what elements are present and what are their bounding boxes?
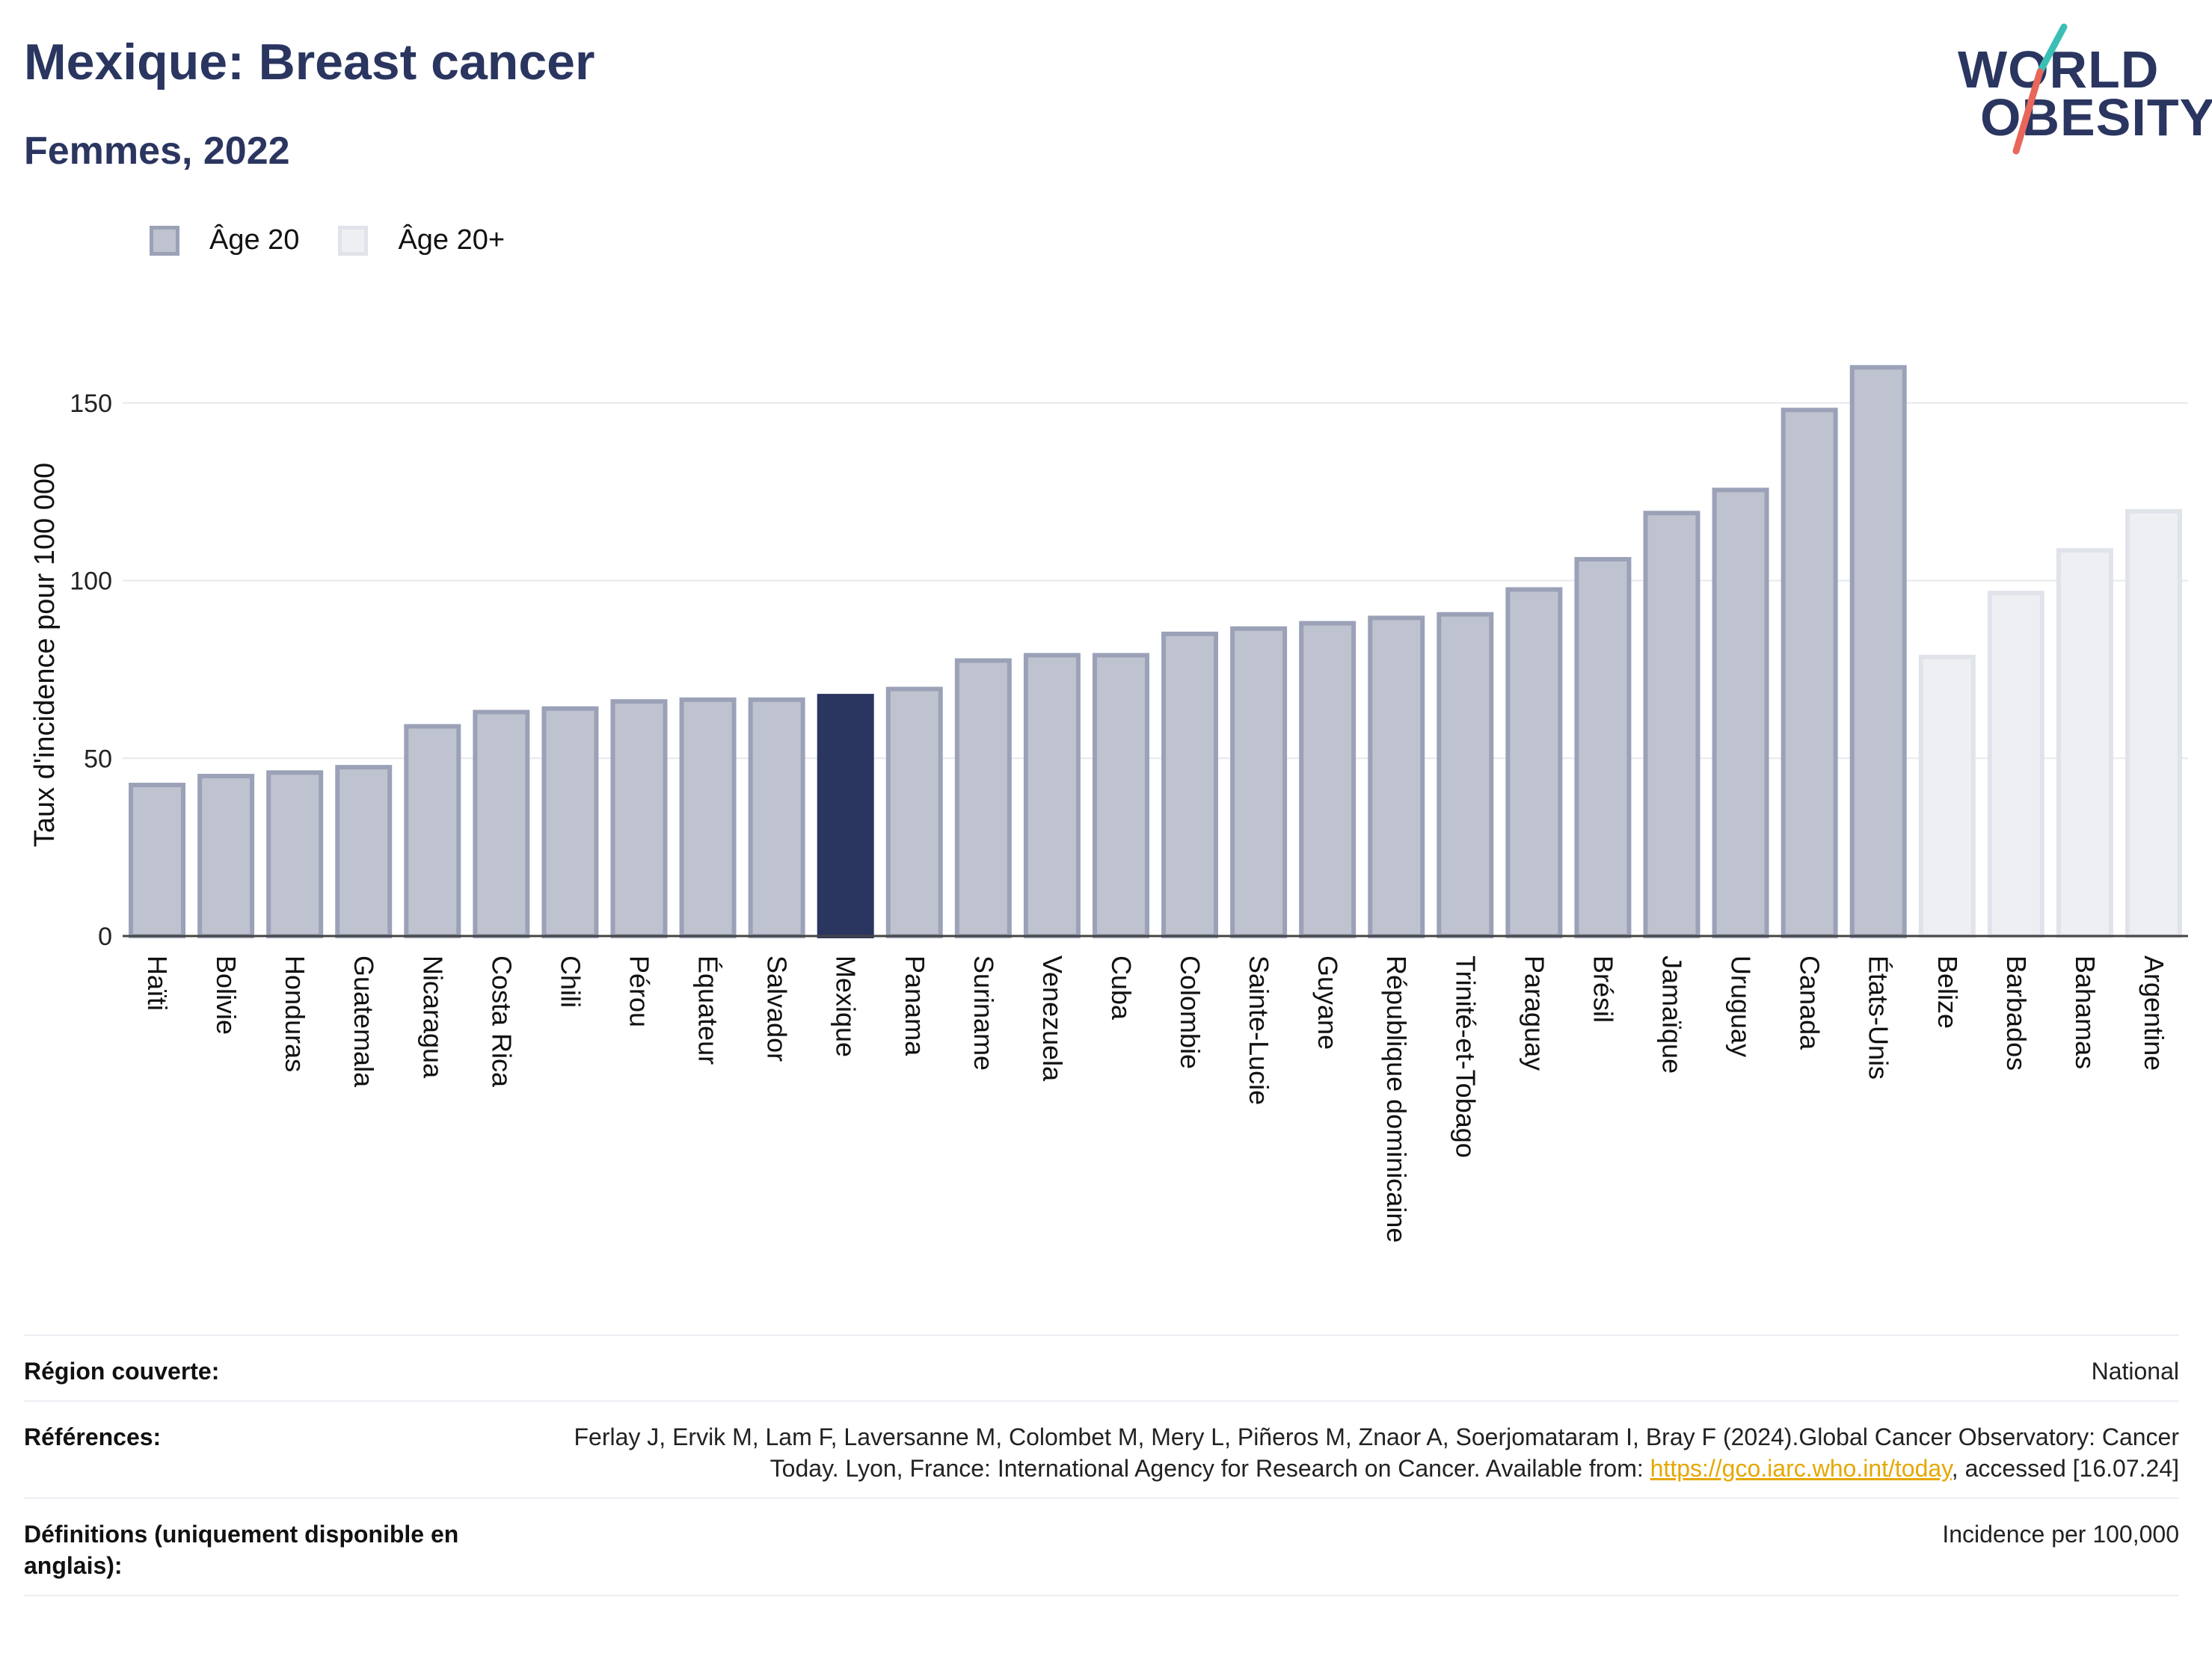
x-tick-label: Panama (900, 955, 930, 1056)
chart-title: Mexique: Breast cancer (24, 34, 595, 90)
references-text-2: , accessed [16.07.24] (1951, 1455, 2179, 1482)
bar (2125, 508, 2182, 938)
bar (473, 710, 530, 938)
bar (1918, 654, 1976, 938)
bar (1161, 631, 1219, 939)
bar (1643, 511, 1701, 938)
definitions-value: Incidence per 100,000 (1942, 1521, 2179, 1548)
x-tick-label: Belize (1932, 955, 1963, 1029)
x-tick-label: Costa Rica (486, 955, 517, 1088)
x-tick-label: Bahamas (2070, 955, 2101, 1069)
chart-legend: Âge 20 Âge 20+ (150, 224, 544, 256)
y-tick-label: 150 (70, 390, 112, 418)
x-tick-label: Paraguay (1519, 955, 1549, 1071)
references-label: Références: (24, 1423, 162, 1450)
bar (1574, 557, 1632, 938)
x-tick-label: Uruguay (1726, 955, 1757, 1057)
footer-row-region: Région couverte: National (24, 1336, 2179, 1402)
region-value: National (2091, 1358, 2179, 1385)
bar (817, 694, 874, 938)
bar (1092, 653, 1149, 938)
x-tick-label: Bolivie (211, 955, 242, 1035)
x-tick-label: Honduras (280, 955, 310, 1072)
x-tick-label: Brésil (1588, 955, 1618, 1023)
references-link[interactable]: https://gco.iarc.who.int/today (1650, 1455, 1952, 1482)
y-tick-label: 0 (98, 923, 112, 951)
x-tick-label: Chili (555, 955, 586, 1008)
x-tick-label: Nicaragua (417, 955, 448, 1079)
bar (335, 765, 393, 938)
y-tick-label: 50 (84, 745, 112, 773)
x-tick-label: États-Unis (1864, 955, 1894, 1080)
definitions-label: Définitions (uniquement disponible en an… (24, 1521, 459, 1579)
x-tick-label: Suriname (968, 955, 999, 1071)
bar (129, 782, 186, 939)
chart-subtitle: Femmes, 2022 (24, 129, 290, 173)
legend-swatch-age20plus (338, 225, 369, 256)
legend-item-age20[interactable]: Âge 20 (150, 224, 299, 256)
references-value: Ferlay J, Ervik M, Lam F, Laversanne M, … (532, 1421, 2179, 1484)
legend-item-age20plus[interactable]: Âge 20+ (338, 224, 505, 256)
bar (610, 699, 668, 939)
y-axis-label: Taux d'incidence pour 100 000 (29, 463, 61, 847)
x-tick-label: Venezuela (1037, 955, 1068, 1082)
y-tick-label: 100 (70, 567, 112, 596)
bar (404, 724, 461, 938)
references-text-1: Ferlay J, Ervik M, Lam F, Laversanne M, … (574, 1423, 2179, 1482)
bar (954, 658, 1012, 938)
bar (748, 697, 805, 939)
x-tick-label: Guyane (1312, 955, 1343, 1050)
x-tick-label: Jamaïque (1657, 955, 1688, 1074)
bar (1849, 365, 1907, 939)
bar-chart: 0 50 100 150 Taux d'incidence pour 100 000 Ha… (29, 365, 2188, 1243)
bar (1023, 653, 1081, 938)
logo-slash-icon (2012, 23, 2068, 155)
bar (1230, 626, 1288, 938)
bar (2056, 548, 2113, 938)
bar (1712, 487, 1769, 938)
x-tick-label: Pérou (624, 955, 655, 1027)
footer-row-definitions: Définitions (uniquement disponible en an… (24, 1499, 2179, 1596)
x-tick-label: Colombie (1175, 955, 1205, 1069)
chart-footer: Région couverte: National Références: Fe… (24, 1335, 2179, 1596)
x-tick-label: Canada (1795, 955, 1825, 1050)
bar (541, 706, 599, 938)
x-tick-label: Barbados (2001, 955, 2032, 1071)
x-tick-label: Sainte-Lucie (1244, 955, 1274, 1105)
legend-swatch-age20 (150, 225, 179, 256)
bar (1987, 591, 2044, 938)
x-tick-label: Haïti (142, 955, 173, 1011)
legend-label-age20plus: Âge 20+ (398, 224, 506, 256)
bar (266, 770, 324, 938)
x-tick-label: Salvador (762, 955, 793, 1062)
bar (885, 686, 943, 938)
bar (1505, 587, 1563, 938)
bar (1299, 621, 1357, 938)
x-tick-label: Guatemala (348, 955, 379, 1088)
x-tick-label: République dominicaine (1381, 955, 1412, 1243)
world-obesity-logo: WORLD OBESITY (1952, 22, 2212, 157)
x-tick-label: Cuba (1106, 955, 1137, 1021)
region-label: Région couverte: (24, 1358, 220, 1385)
legend-label-age20: Âge 20 (209, 224, 300, 256)
bar (1437, 612, 1494, 938)
x-tick-label: Mexique (831, 955, 861, 1057)
bar (679, 697, 737, 939)
x-tick-label: Équateur (693, 955, 724, 1065)
bar (1368, 615, 1425, 939)
bar (197, 774, 255, 938)
footer-row-references: Références: Ferlay J, Ervik M, Lam F, La… (24, 1402, 2179, 1499)
logo-line-1: WORLD (1958, 40, 2160, 99)
bar (1781, 407, 1838, 938)
x-tick-label: Trinité-et-Tobago (1450, 955, 1481, 1158)
x-tick-label: Argentine (2139, 955, 2169, 1071)
